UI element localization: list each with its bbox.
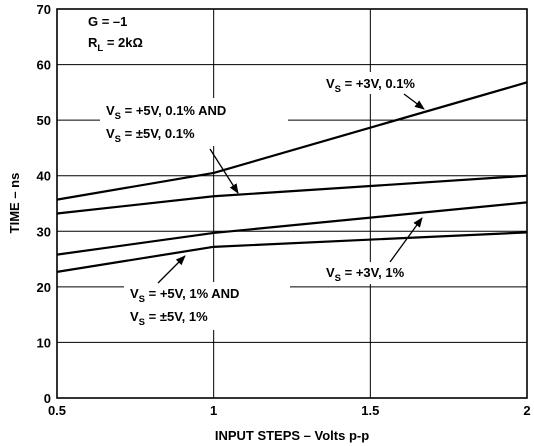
- y-axis-label: TIME – ns: [7, 173, 22, 234]
- gain-condition: G = –1: [88, 14, 127, 29]
- y-tick-label: 70: [37, 2, 51, 17]
- series-line-1: [56, 81, 528, 201]
- label-vs5v-01: VS = +5V, 0.1% AND: [106, 103, 226, 122]
- series-group: [56, 81, 528, 273]
- y-tick-label: 0: [44, 391, 51, 406]
- leader-arrow: [403, 93, 425, 110]
- x-tick-label: 1.5: [361, 403, 379, 418]
- grid-lines: [56, 8, 528, 399]
- x-tick-label: 2: [523, 403, 530, 418]
- label-vs5v-01-line2: VS = ±5V, 0.1%: [106, 126, 195, 145]
- x-axis-label: INPUT STEPS – Volts p-p: [215, 428, 369, 443]
- y-tick-label: 60: [37, 58, 51, 73]
- plot-frame: [56, 8, 528, 399]
- conditions-box-bg: [70, 10, 148, 56]
- leader-arrow: [389, 217, 423, 263]
- label-bg: [320, 72, 446, 94]
- load-condition: RL = 2kΩ: [88, 35, 143, 54]
- leader-arrow: [157, 255, 186, 284]
- label-vs5v-1: VS = +5V, 1% AND: [130, 286, 239, 305]
- leader-arrow: [209, 148, 239, 194]
- x-tick-label: 1: [210, 403, 217, 418]
- x-tick-label: 0.5: [48, 403, 66, 418]
- series-line-3: [56, 201, 528, 256]
- label-vs3v-1: VS = +3V, 1%: [326, 265, 405, 284]
- y-tick-label: 50: [37, 113, 51, 128]
- y-tick-label: 30: [37, 224, 51, 239]
- label-bg: [320, 262, 426, 284]
- y-tick-label: 10: [37, 335, 51, 350]
- y-tick-label: 20: [37, 280, 51, 295]
- label-bg: [124, 282, 290, 330]
- series-line-2: [56, 174, 528, 215]
- y-tick-label: 40: [37, 169, 51, 184]
- label-vs3v-01: VS = +3V, 0.1%: [326, 76, 415, 95]
- label-bg: [100, 98, 288, 146]
- series-line-4: [56, 231, 528, 273]
- label-vs5v-1-line2: VS = ±5V, 1%: [130, 309, 208, 328]
